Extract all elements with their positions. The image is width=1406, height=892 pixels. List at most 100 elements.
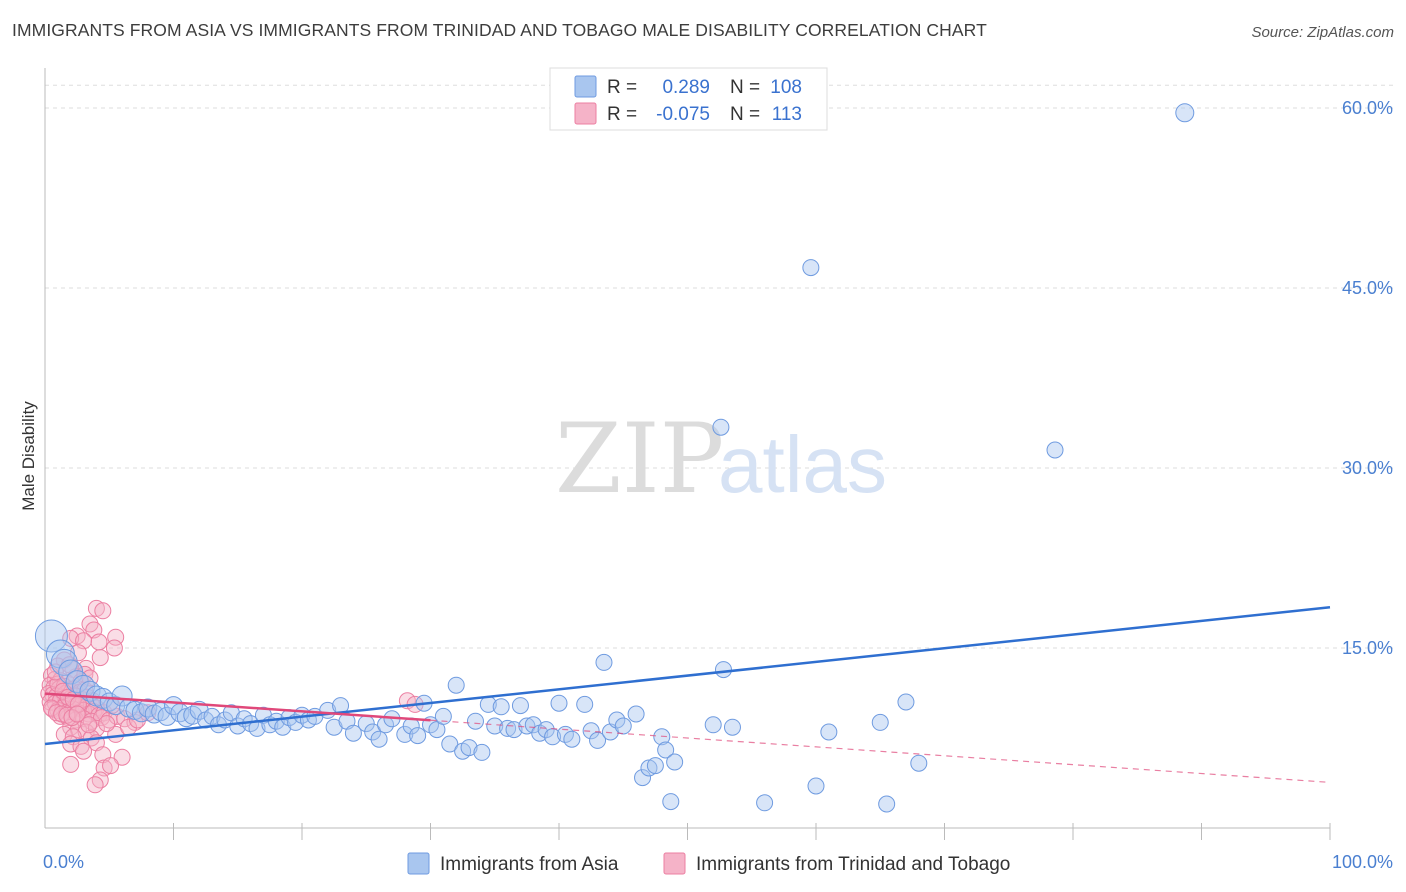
asia-point-90 bbox=[627, 705, 645, 723]
asia-point-3 bbox=[1046, 441, 1064, 459]
trinidad-point-94 bbox=[48, 704, 66, 722]
legend-box: R = 0.289 N = 108 R = -0.075 N = 113 bbox=[549, 67, 828, 131]
asia-point-1 bbox=[802, 259, 820, 277]
asia-point-76 bbox=[524, 716, 542, 734]
trend-line-trinidad-solid bbox=[44, 692, 431, 722]
asia-point-100 bbox=[723, 718, 741, 736]
x-tick-label-max: 100.0% bbox=[1332, 852, 1393, 872]
asia-point-56 bbox=[396, 725, 414, 743]
asia-point-71 bbox=[492, 698, 510, 716]
y-tick-label-0: 15.0% bbox=[1342, 638, 1393, 658]
asia-point-63 bbox=[441, 735, 459, 753]
legend-r-value-asia: 0.289 bbox=[662, 77, 710, 98]
asia-point-29 bbox=[203, 707, 221, 725]
chart-title: IMMIGRANTS FROM ASIA VS IMMIGRANTS FROM … bbox=[12, 20, 987, 40]
bottom-legend: Immigrants from Asia Immigrants from Tri… bbox=[407, 852, 1010, 875]
asia-point-4 bbox=[34, 619, 68, 653]
trinidad-point-85 bbox=[102, 757, 120, 775]
asia-point-106 bbox=[897, 693, 915, 711]
legend-r-label-asia: R = bbox=[607, 77, 637, 98]
watermark: ZIP atlas bbox=[555, 403, 887, 515]
trend-line-trinidad-dashed bbox=[430, 719, 1331, 783]
asia-point-104 bbox=[871, 713, 889, 731]
legend-n-value-trinidad: 113 bbox=[772, 104, 802, 125]
asia-point-99 bbox=[714, 661, 732, 679]
trinidad-point-99 bbox=[80, 716, 98, 734]
asia-point-85 bbox=[589, 731, 607, 749]
asia-point-83 bbox=[576, 695, 594, 713]
y-tick-label-1: 30.0% bbox=[1342, 458, 1393, 478]
trinidad-point-7 bbox=[107, 628, 125, 646]
bottom-legend-swatch-trinidad bbox=[663, 852, 686, 875]
asia-point-68 bbox=[473, 743, 491, 761]
asia-point-97 bbox=[666, 753, 684, 771]
asia-point-102 bbox=[807, 777, 825, 795]
trinidad-point-112 bbox=[105, 639, 123, 657]
asia-point-52 bbox=[364, 723, 382, 741]
asia-point-107 bbox=[910, 754, 928, 772]
asia-point-70 bbox=[486, 717, 504, 735]
x-tick-marks bbox=[173, 823, 1331, 840]
y-axis-label: Male Disability bbox=[19, 401, 38, 511]
asia-point-67 bbox=[466, 712, 484, 730]
asia-point-78 bbox=[537, 721, 555, 739]
trinidad-point-6 bbox=[90, 633, 108, 651]
trinidad-point-98 bbox=[68, 705, 86, 723]
y-tick-label-2: 45.0% bbox=[1342, 278, 1393, 298]
gridlines bbox=[45, 84, 1393, 649]
trinidad-point-0 bbox=[87, 599, 105, 617]
trinidad-point-100 bbox=[98, 715, 116, 733]
asia-point-80 bbox=[550, 694, 568, 712]
trinidad-point-86 bbox=[91, 771, 109, 789]
asia-point-50 bbox=[344, 724, 362, 742]
trinidad-point-83 bbox=[62, 755, 80, 773]
asia-point-91 bbox=[634, 769, 652, 787]
legend-r-value-trinidad: -0.075 bbox=[656, 104, 710, 125]
asia-point-62 bbox=[434, 707, 452, 725]
watermark-zip: ZIP bbox=[555, 403, 724, 515]
trend-line-asia bbox=[44, 605, 1331, 746]
y-tick-label-3: 60.0% bbox=[1342, 98, 1393, 118]
asia-point-22 bbox=[157, 706, 177, 726]
asia-point-72 bbox=[499, 719, 517, 737]
legend-swatch-asia bbox=[574, 75, 597, 98]
watermark-atlas: atlas bbox=[718, 420, 887, 509]
bottom-legend-swatch-asia bbox=[407, 852, 430, 875]
trinidad-point-9 bbox=[91, 649, 109, 667]
asia-point-105 bbox=[878, 795, 896, 813]
asia-point-64 bbox=[447, 676, 465, 694]
asia-point-95 bbox=[657, 741, 675, 759]
trinidad-point-95 bbox=[53, 705, 71, 723]
asia-point-88 bbox=[608, 711, 626, 729]
asia-point-74 bbox=[511, 697, 529, 715]
trinidad-point-80 bbox=[75, 742, 93, 760]
asia-point-86 bbox=[595, 653, 613, 671]
asia-point-2 bbox=[712, 418, 730, 436]
trinidad-point-1 bbox=[94, 602, 112, 620]
x-tick-label-min: 0.0% bbox=[43, 852, 84, 872]
asia-point-98 bbox=[704, 716, 722, 734]
legend-n-label-trinidad: N = bbox=[730, 104, 760, 125]
trend-lines bbox=[44, 605, 1331, 783]
asia-point-101 bbox=[756, 794, 774, 812]
trinidad-point-87 bbox=[86, 776, 104, 794]
legend-swatch-trinidad bbox=[574, 102, 597, 125]
asia-point-82 bbox=[563, 730, 581, 748]
asia-point-53 bbox=[370, 730, 388, 748]
source-label: Source: ZipAtlas.com bbox=[1251, 24, 1394, 41]
asia-point-103 bbox=[820, 723, 838, 741]
asia-point-15 bbox=[111, 685, 133, 707]
y-tick-labels: 15.0% 30.0% 45.0% 60.0% bbox=[1342, 98, 1393, 658]
asia-point-0 bbox=[1175, 103, 1195, 123]
trinidad-point-93 bbox=[42, 699, 60, 717]
asia-point-92 bbox=[640, 759, 658, 777]
asia-point-66 bbox=[460, 739, 478, 757]
legend-n-value-asia: 108 bbox=[770, 77, 802, 98]
trinidad-point-82 bbox=[113, 748, 131, 766]
legend-n-label-asia: N = bbox=[730, 77, 760, 98]
asia-point-93 bbox=[646, 757, 664, 775]
bottom-legend-label-asia: Immigrants from Asia bbox=[440, 854, 619, 875]
legend-r-label-trinidad: R = bbox=[607, 104, 637, 125]
asia-point-89 bbox=[614, 717, 632, 735]
